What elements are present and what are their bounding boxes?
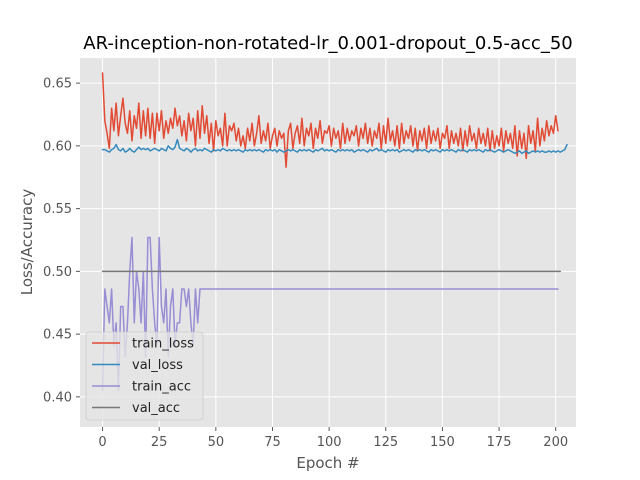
y-axis-label: Loss/Accuracy <box>18 189 36 296</box>
x-axis-ticks: 0 25 50 75 100 125 150 175 200 <box>98 427 568 450</box>
x-tick-label: 175 <box>487 435 512 450</box>
y-tick-label: 0.40 <box>43 390 72 405</box>
chart-title: AR-inception-non-rotated-lr_0.001-dropou… <box>83 33 572 54</box>
legend-label-train-loss: train_loss <box>132 337 194 352</box>
series-line-train-loss <box>101 72 559 168</box>
x-tick-label: 150 <box>430 435 455 450</box>
x-tick-label: 0 <box>98 435 106 450</box>
legend-box <box>85 331 204 421</box>
x-tick-label: 50 <box>208 435 225 450</box>
series-layer <box>101 72 568 392</box>
y-tick-label: 0.55 <box>43 202 72 217</box>
x-tick-label: 25 <box>151 435 168 450</box>
legend: train_loss val_loss train_acc val_acc <box>85 331 204 421</box>
legend-entries: train_loss val_loss train_acc val_acc <box>92 337 194 416</box>
y-tick-label: 0.50 <box>43 265 72 280</box>
legend-label-val-loss: val_loss <box>132 358 183 373</box>
x-tick-label: 200 <box>543 435 568 450</box>
y-tick-label: 0.60 <box>43 139 72 154</box>
y-axis-ticks: 0.40 0.45 0.50 0.55 0.60 0.65 <box>43 77 80 405</box>
series-line-train-acc <box>101 236 559 392</box>
x-tick-label: 75 <box>264 435 281 450</box>
series-line-val-loss <box>101 138 568 155</box>
x-tick-label: 125 <box>373 435 398 450</box>
y-tick-label: 0.45 <box>43 328 72 343</box>
legend-label-train-acc: train_acc <box>132 380 191 395</box>
legend-label-val-acc: val_acc <box>132 401 180 416</box>
x-axis-label: Epoch # <box>296 454 359 472</box>
x-tick-label: 100 <box>317 435 342 450</box>
y-tick-label: 0.65 <box>43 77 72 92</box>
